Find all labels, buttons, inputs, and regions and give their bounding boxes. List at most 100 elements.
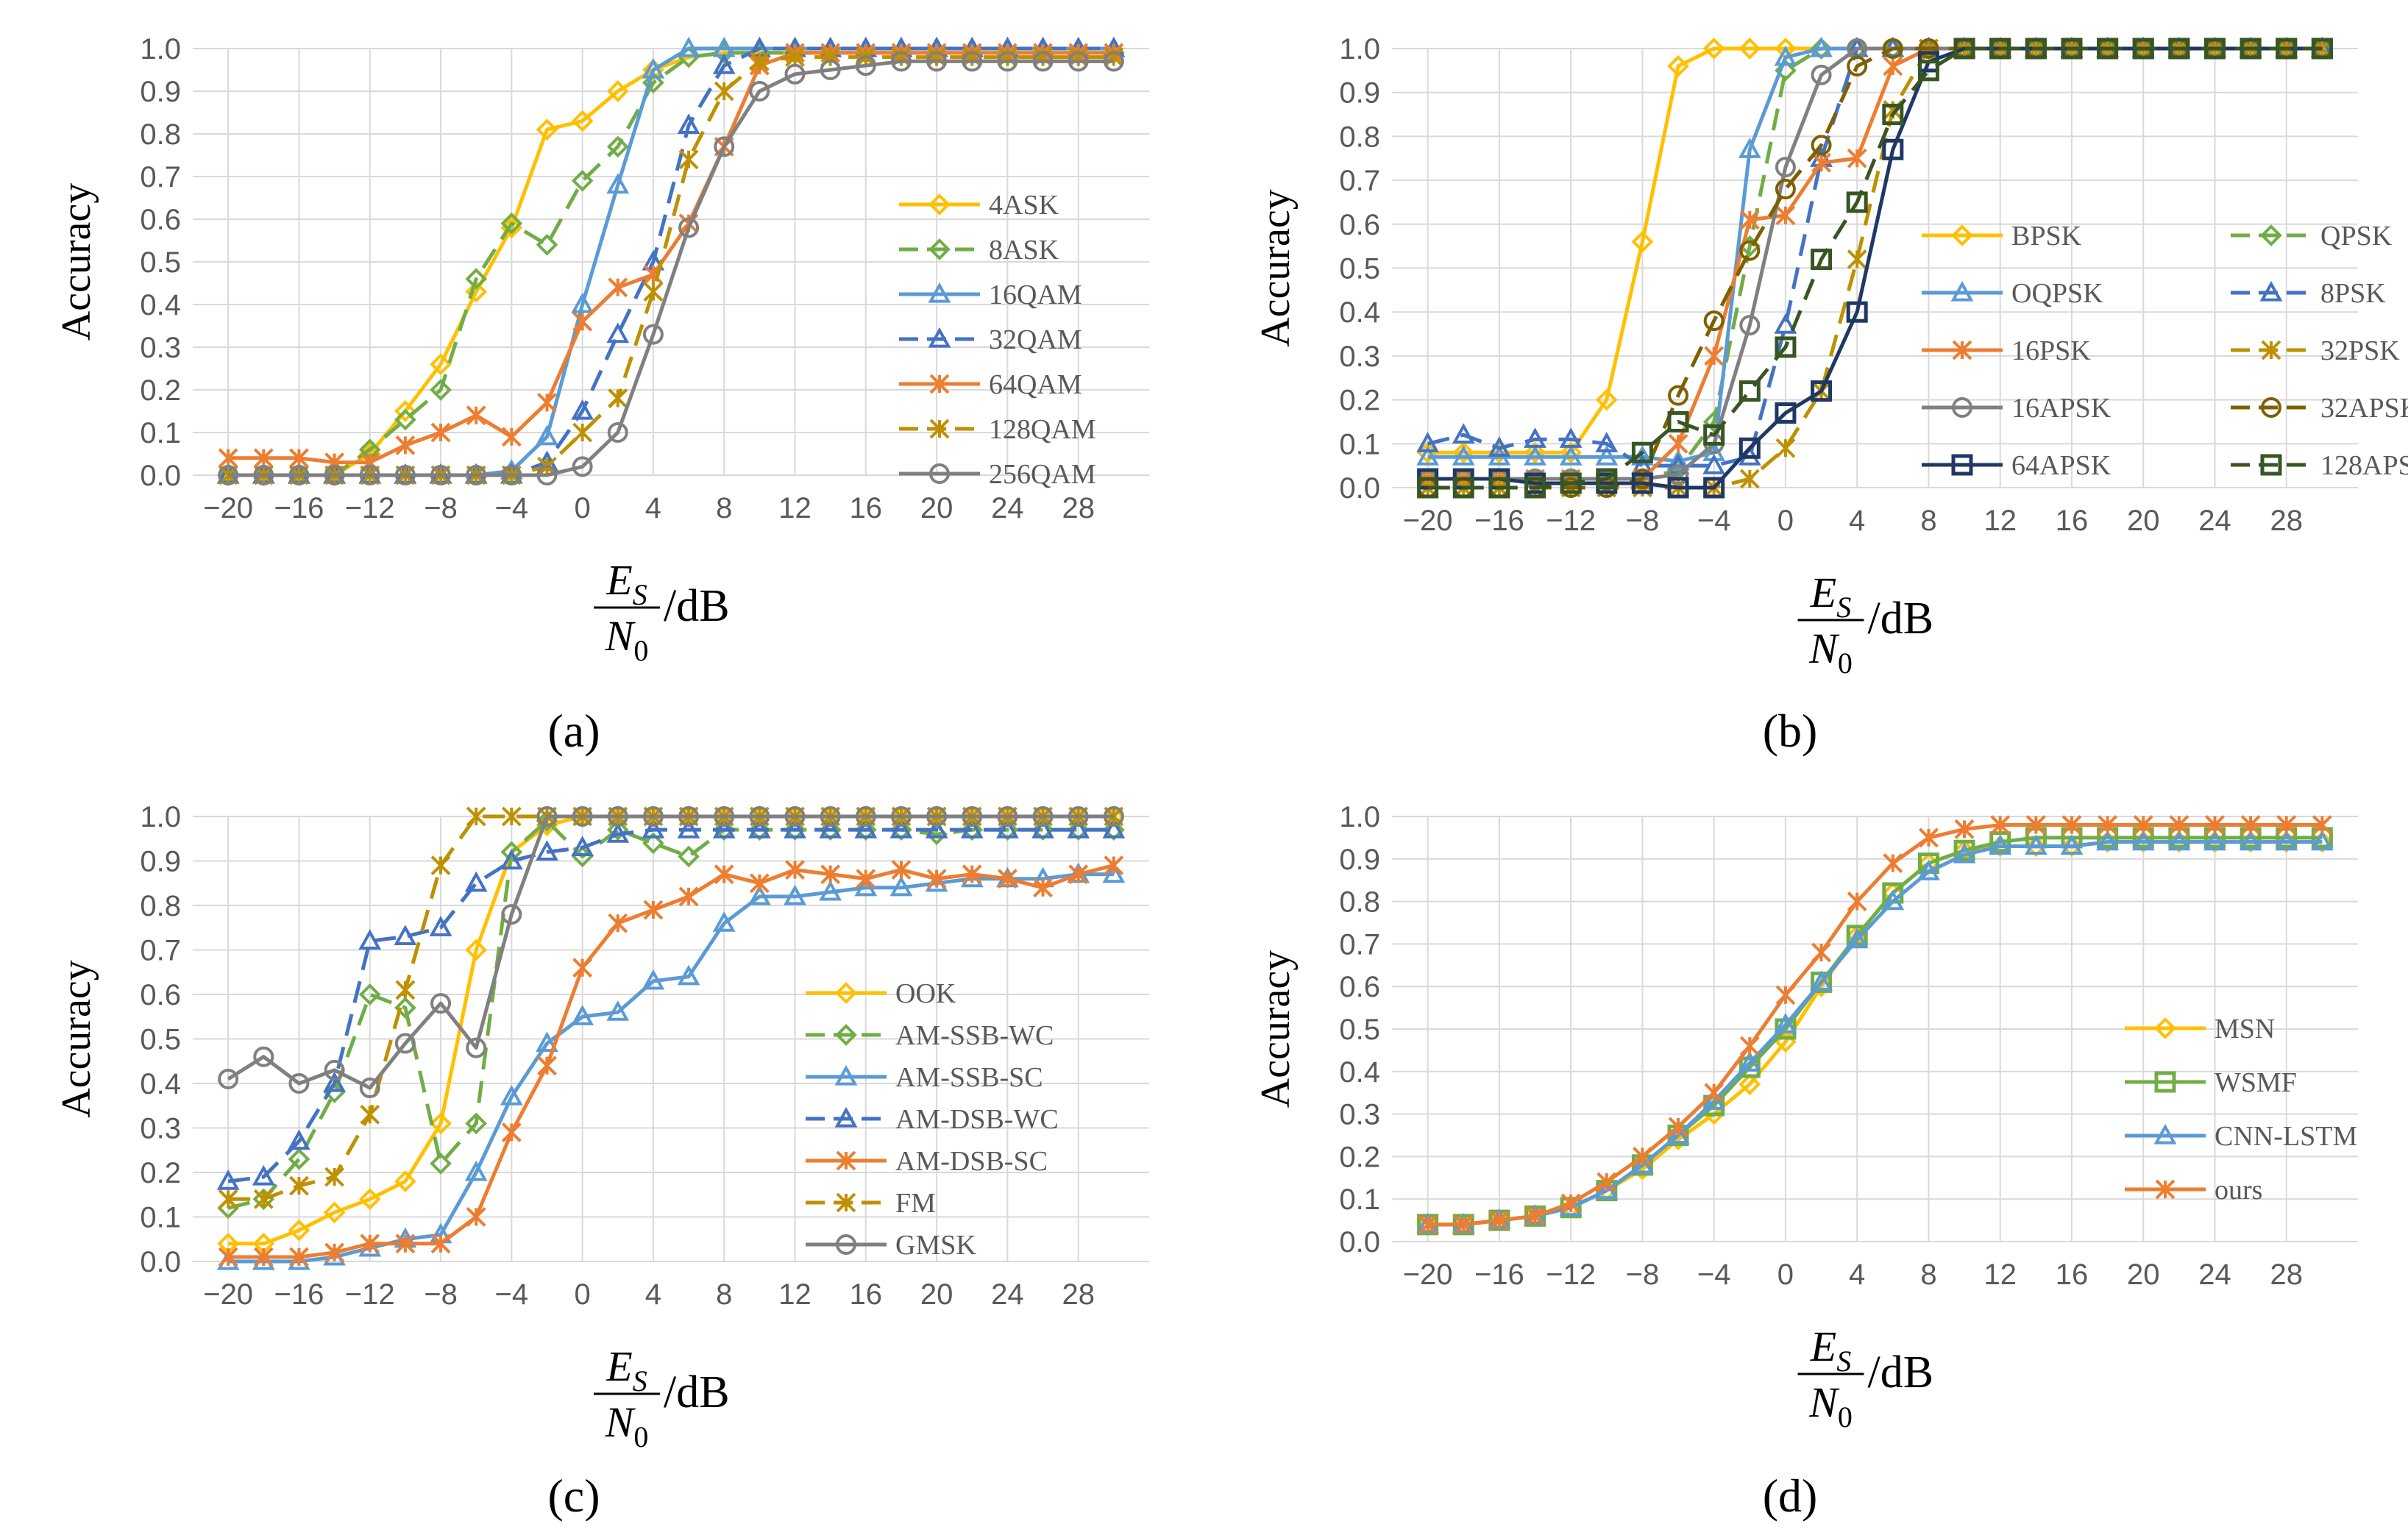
y-tick-label: 0.5	[140, 1024, 181, 1056]
y-tick-label: 0.0	[1339, 1226, 1380, 1258]
series-am-dsb-sc-line	[228, 864, 1115, 1259]
legend-entry-fm: FM	[806, 1188, 936, 1219]
series-ours-point	[2133, 815, 2153, 835]
series-256qam-line	[228, 59, 1114, 477]
series-gmsk-point	[359, 1078, 380, 1099]
series-gmsk-point	[218, 1068, 239, 1089]
series-32qam-point	[571, 399, 594, 420]
series-256qam-point	[820, 60, 841, 80]
series-128apsk-point	[1417, 477, 1439, 499]
series-256qam-point	[536, 465, 558, 485]
series-gmsk-point	[572, 806, 593, 827]
x-tick-label: −20	[203, 1278, 253, 1311]
legend-entry-oqpsk: OQPSK	[1922, 278, 2103, 309]
series-32qam-point	[677, 113, 700, 134]
series-am-dsb-sc-point	[253, 1247, 274, 1267]
series-ours-point	[2025, 815, 2046, 835]
series-gmsk-point	[288, 1073, 310, 1094]
series-gmsk-point	[997, 806, 1018, 827]
legend-entry-128apsk-marker	[2260, 454, 2282, 476]
series-am-ssb-wc-point	[1103, 819, 1125, 841]
y-tick-label: 0.1	[1339, 428, 1380, 460]
series-am-dsb-sc-point	[926, 869, 947, 889]
series-128apsk	[1417, 38, 2333, 499]
series-256qam-point	[572, 456, 593, 477]
series-bpsk-point	[1667, 55, 1689, 77]
y-tick-label: 0.3	[1339, 341, 1380, 373]
y-tick-label: 0.8	[1339, 121, 1380, 153]
series-fm-point	[466, 806, 486, 827]
legend: OOK AM-SSB-WC AM-SSB-SC AM-DSB-WC AM-DSB-SC F…	[806, 978, 1059, 1261]
series-128apsk-line	[1427, 46, 2323, 490]
series-am-ssb-sc-point	[606, 1000, 630, 1021]
series-am-dsb-wc-point	[925, 818, 948, 839]
legend: 4ASK 8ASK 16QAM 32QAM 64QAM 128QAM 256QAM	[899, 190, 1096, 490]
series-64qam-point	[253, 448, 274, 469]
legend-entry-qpsk-marker	[2260, 224, 2282, 246]
legend-entry-bpsk-label: BPSK	[2011, 221, 2082, 252]
series-128apsk-point	[1846, 191, 1868, 213]
series-cnn-lstm-point	[1989, 834, 2012, 855]
series-am-dsb-sc-point	[218, 1247, 238, 1267]
series-128apsk-point	[1989, 38, 2011, 60]
legend-entry-qpsk-label: QPSK	[2320, 221, 2393, 252]
series-gmsk-point	[607, 806, 628, 827]
series-16qam-point	[536, 424, 558, 446]
panel-c: 0.00.10.20.30.40.50.60.70.80.91.0−20 −16−…	[54, 801, 1149, 1522]
y-tick-label: 0.6	[1339, 209, 1380, 241]
series-am-ssb-wc-point	[678, 845, 700, 868]
series-128apsk-point	[1738, 380, 1761, 402]
series-am-dsb-sc-point	[962, 864, 982, 885]
x-tick-label: −16	[1474, 505, 1524, 537]
y-tick-label: 0.0	[1339, 472, 1380, 505]
series-bpsk-point	[1595, 388, 1618, 411]
series-32qam-point	[606, 322, 630, 343]
series-am-dsb-sc-point	[643, 900, 664, 920]
y-tick-label: 0.2	[140, 374, 181, 407]
legend-entry-ours-marker	[2155, 1179, 2176, 1200]
x-tick-label: −12	[345, 1278, 395, 1311]
series-cnn-lstm-point	[1810, 970, 1833, 991]
series-16qam-point	[642, 57, 665, 79]
gridlines	[1392, 816, 2358, 1242]
legend-entry-am-dsb-sc: AM-DSB-SC	[806, 1146, 1048, 1177]
series-gmsk-point	[678, 806, 700, 827]
x-tick-label: 4	[1849, 1258, 1865, 1291]
y-tick-label: 0.0	[140, 1246, 181, 1278]
y-tick-label: 0.2	[1339, 385, 1380, 417]
legend-entry-4ask-label: 4ASK	[989, 190, 1059, 221]
series-am-dsb-wc-point	[536, 840, 558, 861]
series-oqpsk-point	[1559, 445, 1583, 466]
series-am-ssb-wc-point	[1067, 819, 1090, 841]
series-am-dsb-sc-point	[1104, 855, 1124, 875]
series-fm-point	[253, 1189, 274, 1209]
legend-entry-64qam: 64QAM	[899, 369, 1082, 400]
legend-entry-32apsk-marker	[2261, 397, 2281, 418]
series-am-ssb-wc-point	[358, 983, 381, 1005]
x-tick-label: 20	[2127, 505, 2160, 537]
series-ours-point	[2061, 815, 2082, 835]
series-64qam-point	[218, 448, 238, 469]
panel-label: (c)	[547, 1470, 600, 1522]
series-am-dsb-sc-point	[289, 1247, 309, 1267]
legend-entry-cnn-lstm-label: CNN-LSTM	[2215, 1121, 2357, 1152]
x-tick-label: 8	[1920, 1258, 1936, 1291]
series-cnn-lstm-point	[2024, 834, 2047, 855]
y-tick-label: 0.4	[1339, 1056, 1380, 1089]
series-8ask-point	[430, 379, 452, 401]
y-tick-label: 0.4	[1339, 296, 1380, 329]
series-gmsk-point	[1068, 806, 1089, 827]
series-32apsk-point	[1668, 385, 1689, 406]
x-tick-label: 8	[716, 1278, 732, 1311]
series-gmsk-point	[714, 806, 735, 827]
series-16psk-point	[1847, 148, 1867, 168]
x-axis-title-denominator-sub: 0	[633, 1420, 648, 1453]
series-ours-point	[2276, 815, 2297, 835]
legend-entry-32apsk-label: 32APSK	[2320, 393, 2408, 424]
y-tick-label: 1.0	[140, 33, 181, 65]
series-128apsk-point	[2025, 38, 2047, 60]
series-gmsk-point	[253, 1046, 274, 1067]
series-16qam-point	[606, 173, 630, 194]
series-64qam-point	[430, 422, 451, 443]
series-16psk-point	[1704, 346, 1725, 366]
